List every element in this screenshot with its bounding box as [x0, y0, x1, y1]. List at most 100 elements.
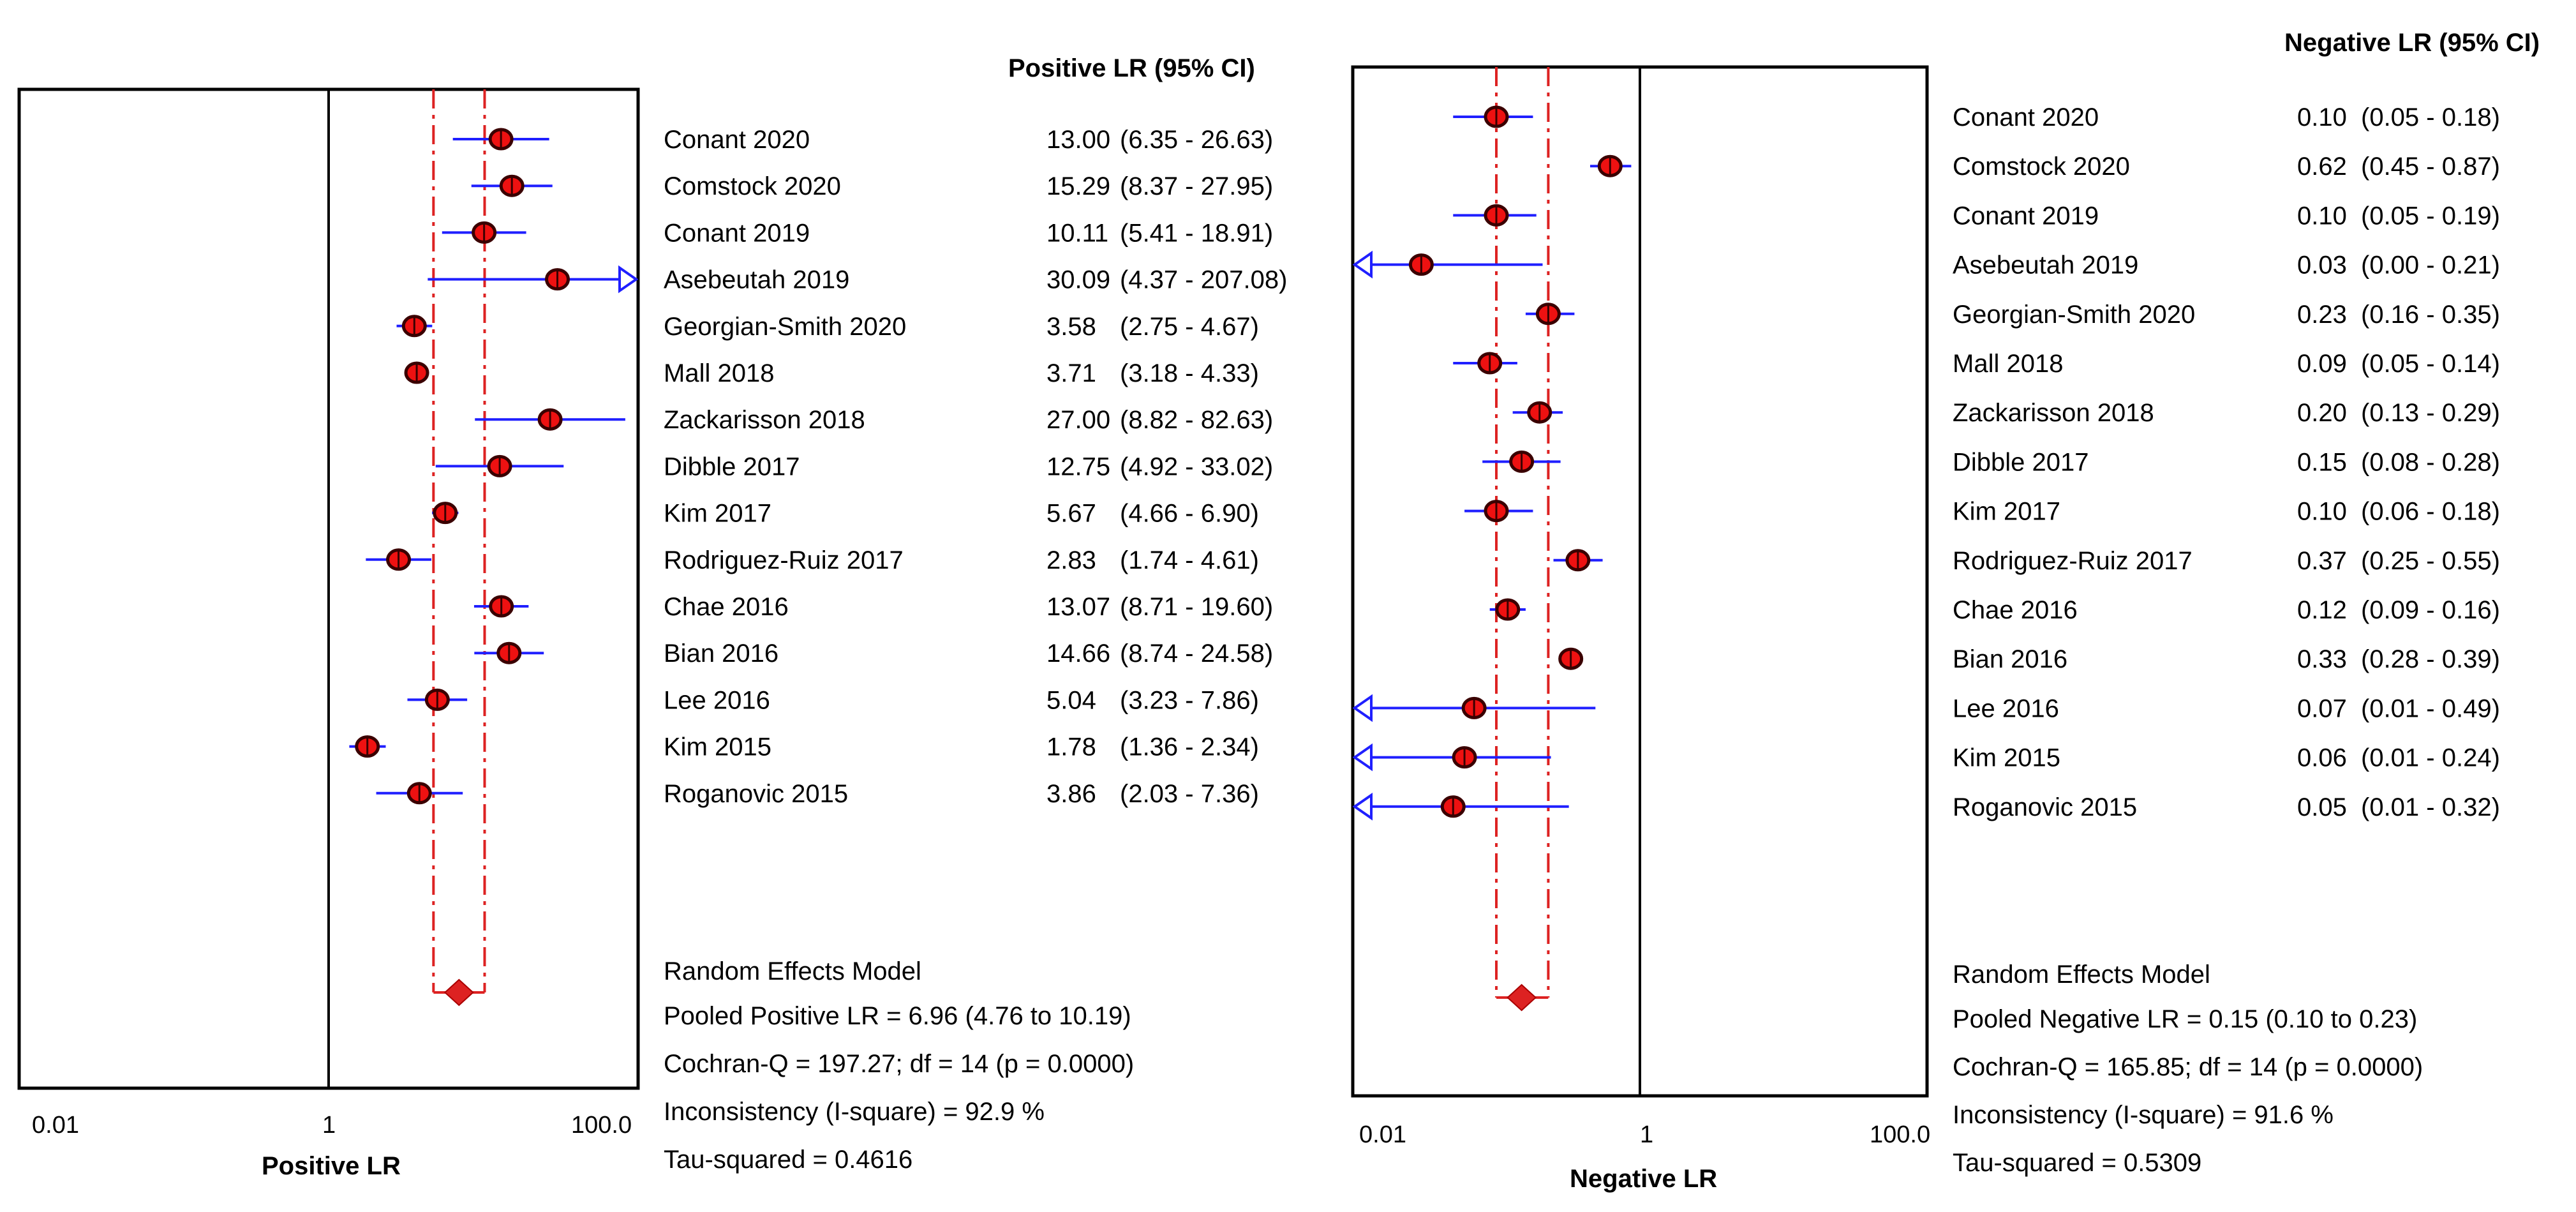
study-estimate: 0.15 — [2297, 448, 2347, 476]
summary-block: Random Effects Model Pooled Negative LR … — [1953, 961, 2423, 1177]
study-ci: (8.74 - 24.58) — [1120, 640, 1273, 668]
study-estimate: 1.78 — [1046, 733, 1096, 761]
study-row: Kim 2015 1.78 (1.36 - 2.34) — [349, 733, 1259, 761]
study-name: Bian 2016 — [1953, 645, 2067, 673]
tick-label-max: 100.0 — [1870, 1121, 1930, 1148]
study-estimate: 10.11 — [1046, 219, 1108, 247]
study-name: Asebeutah 2019 — [664, 266, 849, 294]
study-row: Asebeutah 2019 30.09 (4.37 - 207.08) — [428, 265, 1287, 294]
study-name: Conant 2019 — [664, 219, 810, 247]
study-ci: (0.16 - 0.35) — [2361, 301, 2500, 329]
summary-line-model: Random Effects Model — [1953, 961, 2210, 989]
study-name: Roganovic 2015 — [1953, 793, 2137, 821]
study-estimate: 14.66 — [1046, 640, 1110, 668]
study-row: Asebeutah 2019 0.03 (0.00 - 0.21) — [1352, 250, 2500, 280]
study-ci: (3.18 - 4.33) — [1120, 359, 1259, 387]
study-name: Kim 2015 — [1953, 744, 2060, 772]
study-ci: (4.92 - 33.02) — [1120, 453, 1273, 481]
study-row: Conant 2020 0.10 (0.05 - 0.18) — [1453, 103, 2500, 131]
study-row: Roganovic 2015 0.05 (0.01 - 0.32) — [1352, 792, 2500, 821]
study-estimate: 3.58 — [1046, 313, 1096, 341]
tick-label-mid: 1 — [1640, 1121, 1653, 1148]
study-row: Lee 2016 5.04 (3.23 - 7.86) — [407, 686, 1259, 714]
study-estimate: 0.05 — [2297, 793, 2347, 821]
study-estimate: 5.04 — [1046, 686, 1096, 714]
study-name: Roganovic 2015 — [664, 780, 848, 808]
study-ci: (0.01 - 0.32) — [2361, 793, 2500, 821]
study-row: Lee 2016 0.07 (0.01 - 0.49) — [1352, 694, 2500, 722]
summary-line-cochran: Cochran-Q = 165.85; df = 14 (p = 0.0000) — [1953, 1053, 2423, 1081]
study-ci: (2.75 - 4.67) — [1120, 313, 1259, 341]
study-ci: (1.74 - 4.61) — [1120, 546, 1259, 574]
ci-overflow-arrow-left — [1352, 743, 1373, 772]
study-ci: (0.08 - 0.28) — [2361, 448, 2500, 476]
study-name: Georgian-Smith 2020 — [1953, 301, 2195, 329]
study-estimate: 0.10 — [2297, 103, 2347, 131]
study-name: Rodriguez-Ruiz 2017 — [664, 546, 904, 574]
study-estimate: 13.07 — [1046, 593, 1110, 621]
study-name: Conant 2020 — [1953, 103, 2099, 131]
study-name: Mall 2018 — [1953, 350, 2063, 378]
study-name: Asebeutah 2019 — [1953, 251, 2138, 280]
study-estimate: 30.09 — [1046, 266, 1110, 294]
study-ci: (0.09 - 0.16) — [2361, 596, 2500, 624]
tick-label-min: 0.01 — [1359, 1121, 1406, 1148]
study-estimate: 2.83 — [1046, 546, 1096, 574]
x-axis-label: Negative LR — [1570, 1165, 1717, 1193]
panel-negative-lr: Negative LR (95% CI) 0.01 1 100.0 Negati… — [1351, 29, 2540, 1193]
study-ci: (4.37 - 207.08) — [1120, 266, 1287, 294]
study-row: Dibble 2017 0.15 (0.08 - 0.28) — [1482, 448, 2500, 476]
study-row: Kim 2017 5.67 (4.66 - 6.90) — [432, 500, 1259, 528]
study-row: Comstock 2020 0.62 (0.45 - 0.87) — [1590, 153, 2500, 181]
study-estimate: 0.62 — [2297, 153, 2347, 181]
summary-line-inconsistency: Inconsistency (I-square) = 91.6 % — [1953, 1101, 2334, 1129]
study-name: Conant 2020 — [664, 126, 810, 154]
study-row: Conant 2020 13.00 (6.35 - 26.63) — [452, 126, 1273, 154]
study-row: Bian 2016 0.33 (0.28 - 0.39) — [1558, 645, 2500, 673]
study-name: Bian 2016 — [664, 640, 778, 668]
study-name: Dibble 2017 — [664, 453, 800, 481]
tick-label-max: 100.0 — [571, 1112, 632, 1139]
tick-label-mid: 1 — [322, 1112, 336, 1139]
study-ci: (3.23 - 7.86) — [1120, 686, 1259, 714]
x-axis-label: Positive LR — [262, 1152, 401, 1180]
study-estimate: 27.00 — [1046, 406, 1110, 434]
study-row: Georgian-Smith 2020 0.23 (0.16 - 0.35) — [1525, 301, 2500, 329]
summary-line-tau: Tau-squared = 0.5309 — [1953, 1149, 2201, 1177]
study-name: Dibble 2017 — [1953, 448, 2089, 476]
study-row: Chae 2016 0.12 (0.09 - 0.16) — [1489, 596, 2500, 624]
panel-positive-lr: Positive LR (95% CI) 0.01 1 100.0 Positi… — [17, 54, 1287, 1180]
study-ci: (0.00 - 0.21) — [2361, 251, 2500, 280]
study-row: Conant 2019 0.10 (0.05 - 0.19) — [1453, 202, 2500, 230]
study-estimate: 0.09 — [2297, 350, 2347, 378]
ci-overflow-arrow-left — [1352, 792, 1373, 821]
column-header: Negative LR (95% CI) — [2284, 29, 2540, 57]
study-ci: (0.25 - 0.55) — [2361, 547, 2500, 575]
study-estimate: 13.00 — [1046, 126, 1110, 154]
study-name: Lee 2016 — [1953, 694, 2059, 722]
study-row: Chae 2016 13.07 (8.71 - 19.60) — [473, 593, 1273, 621]
study-name: Kim 2015 — [664, 733, 771, 761]
study-estimate: 0.12 — [2297, 596, 2347, 624]
study-ci: (0.28 - 0.39) — [2361, 645, 2500, 673]
study-row: Zackarisson 2018 0.20 (0.13 - 0.29) — [1512, 399, 2500, 427]
study-estimate: 0.06 — [2297, 744, 2347, 772]
study-name: Zackarisson 2018 — [1953, 399, 2154, 427]
study-row: Kim 2017 0.10 (0.06 - 0.18) — [1464, 498, 2500, 526]
study-ci: (0.13 - 0.29) — [2361, 399, 2500, 427]
study-ci: (6.35 - 26.63) — [1120, 126, 1273, 154]
study-row: Kim 2015 0.06 (0.01 - 0.24) — [1352, 743, 2500, 772]
study-estimate: 15.29 — [1046, 172, 1110, 200]
study-ci: (5.41 - 18.91) — [1120, 219, 1273, 247]
study-ci: (0.01 - 0.49) — [2361, 694, 2500, 722]
summary-line-tau: Tau-squared = 0.4616 — [664, 1146, 912, 1174]
study-row: Rodriguez-Ruiz 2017 0.37 (0.25 - 0.55) — [1553, 547, 2500, 575]
ci-overflow-arrow-right — [618, 265, 639, 294]
study-estimate: 0.23 — [2297, 301, 2347, 329]
column-header: Positive LR (95% CI) — [1008, 54, 1255, 82]
study-row: Conant 2019 10.11 (5.41 - 18.91) — [442, 219, 1273, 247]
study-name: Georgian-Smith 2020 — [664, 313, 906, 341]
study-ci: (1.36 - 2.34) — [1120, 733, 1259, 761]
study-name: Kim 2017 — [1953, 498, 2060, 526]
study-name: Comstock 2020 — [664, 172, 841, 200]
